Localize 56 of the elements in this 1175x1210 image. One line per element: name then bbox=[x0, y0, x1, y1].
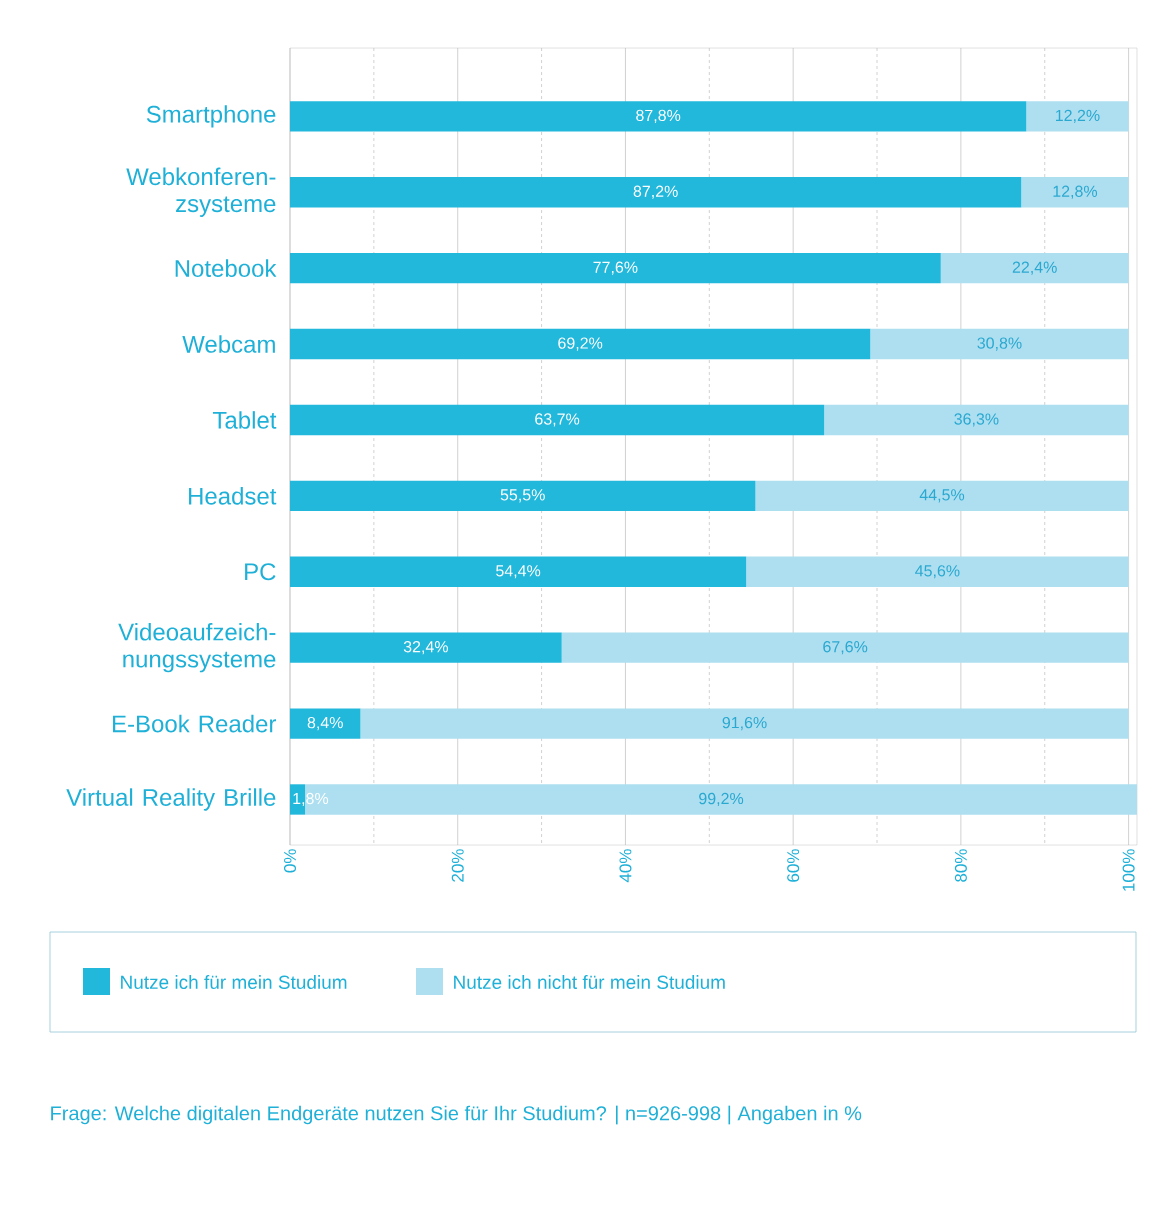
bar bbox=[746, 556, 1129, 587]
data-label: 77,6% bbox=[593, 261, 638, 275]
bar bbox=[561, 632, 1129, 663]
y-tick-label: E-Book Reader bbox=[113, 714, 277, 733]
y-tick-label: Videoaufzeich-nungssysteme bbox=[118, 622, 276, 673]
data-label: 87,2% bbox=[633, 185, 678, 199]
bar bbox=[290, 328, 871, 360]
x-tick-label: 40% bbox=[619, 849, 632, 883]
x-tick-label: 100% bbox=[1122, 849, 1135, 891]
bar bbox=[870, 328, 1129, 360]
data-label: 8,4% bbox=[307, 716, 343, 731]
legend-label: Nutze ich für mein Studium bbox=[121, 975, 347, 989]
data-label: 45,6% bbox=[915, 565, 960, 579]
y-tick-label: Tablet bbox=[212, 411, 277, 429]
x-tick-label: 60% bbox=[787, 849, 800, 882]
y-tick-label: Notebook bbox=[175, 259, 277, 277]
data-label: 55,5% bbox=[500, 489, 545, 503]
data-label: 69,2% bbox=[558, 337, 603, 351]
bar bbox=[290, 632, 562, 663]
bar bbox=[940, 252, 1129, 284]
bar bbox=[290, 252, 941, 284]
bar bbox=[290, 480, 756, 512]
bar bbox=[1026, 101, 1129, 132]
data-label: 22,4% bbox=[1012, 261, 1057, 275]
data-label: 44,5% bbox=[919, 489, 965, 503]
data-label: 54,4% bbox=[496, 565, 541, 579]
text: Frage: Welche digitalen Endgeräte nutzen Sie für Ihr Studium? | n=926-998 | Angaben in % bbox=[51, 1105, 862, 1125]
data-label: 87,8% bbox=[636, 109, 681, 123]
bar bbox=[290, 556, 747, 587]
x-tick-label: 20% bbox=[451, 849, 464, 882]
y-tick-label: PC bbox=[245, 563, 276, 581]
bar bbox=[360, 708, 1129, 739]
bar bbox=[290, 404, 825, 436]
y-tick-label: Headset bbox=[189, 487, 277, 505]
data-label: 12,8% bbox=[1053, 185, 1098, 199]
bar bbox=[824, 404, 1129, 436]
legend-label: Nutze ich nicht für mein Studium bbox=[454, 975, 725, 989]
data-label: 63,7% bbox=[535, 413, 580, 427]
data-label: 32,4% bbox=[403, 641, 448, 655]
bar bbox=[290, 177, 1022, 208]
data-label: 99,2% bbox=[699, 792, 744, 807]
x-tick-label: 80% bbox=[954, 849, 967, 882]
bar bbox=[755, 480, 1129, 512]
data-label: 12,2% bbox=[1056, 109, 1100, 123]
bar bbox=[1021, 177, 1129, 208]
bar bbox=[290, 708, 361, 739]
y-tick-label: Webkonferen-zsysteme bbox=[126, 167, 276, 217]
bar bbox=[290, 101, 1027, 132]
data-label: 67,6% bbox=[823, 641, 868, 655]
y-tick-label: Virtual Reality Brille bbox=[66, 788, 276, 811]
y-tick-label: Webcam bbox=[182, 335, 275, 353]
data-label: 30,8% bbox=[977, 337, 1022, 351]
data-label: 36,3% bbox=[954, 413, 999, 427]
y-tick-label: Smartphone bbox=[146, 105, 276, 128]
data-label: 91,6% bbox=[722, 716, 767, 731]
x-tick-label: 0% bbox=[283, 849, 297, 873]
